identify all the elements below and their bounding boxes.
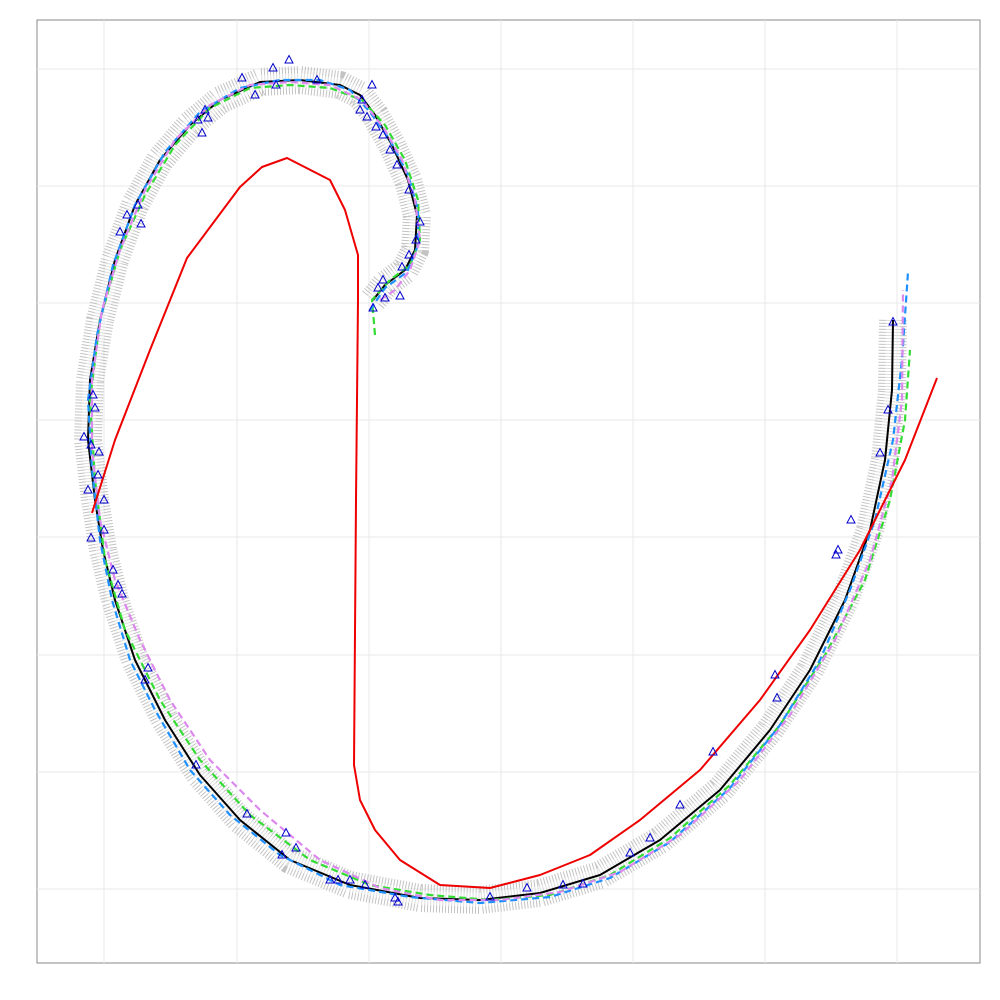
triangle-point	[312, 74, 322, 84]
triangle-point	[395, 290, 405, 300]
triangle-point	[392, 159, 402, 169]
triangle-point	[268, 62, 278, 72]
triangle-point	[136, 218, 146, 228]
triangle-point	[831, 549, 841, 559]
triangle-point	[770, 669, 780, 679]
triangle-point	[200, 104, 210, 114]
triangle-point	[284, 54, 294, 64]
triangle-point	[833, 544, 843, 554]
triangle-point	[875, 447, 885, 457]
plot-area	[36, 19, 981, 964]
triangle-point	[371, 121, 381, 131]
triangle-point	[404, 184, 414, 194]
triangle-point	[83, 484, 93, 494]
triangle-point	[411, 234, 421, 244]
triangle-point	[380, 292, 390, 302]
dashed-line	[90, 80, 905, 902]
triangle-point	[485, 891, 495, 901]
triangle-point	[122, 209, 132, 219]
triangle-point	[277, 849, 287, 859]
triangle-point	[115, 226, 125, 236]
triangle-point	[360, 879, 370, 889]
triangle-point	[281, 827, 291, 837]
triangle-point	[140, 674, 150, 684]
triangle-point	[143, 662, 153, 672]
triangle-point	[385, 144, 395, 154]
triangle-point	[373, 282, 383, 292]
triangle-point	[522, 882, 532, 892]
triangle-point	[578, 878, 588, 888]
triangle-point	[291, 842, 301, 852]
triangle-point	[99, 524, 109, 534]
triangle-point	[99, 494, 109, 504]
triangle-point	[133, 199, 143, 209]
triangle-point	[404, 249, 414, 259]
triangle-point	[242, 808, 252, 818]
line	[91, 157, 938, 889]
triangle-point	[94, 446, 104, 456]
triangle-point	[888, 316, 898, 326]
triangle-point	[86, 439, 96, 449]
triangle-point	[675, 799, 685, 809]
triangle-point	[772, 692, 782, 702]
triangle-point	[397, 261, 407, 271]
triangle-point	[271, 79, 281, 89]
dashed-line	[86, 78, 910, 905]
triangle-point	[846, 514, 856, 524]
triangle-point	[558, 879, 568, 889]
triangle-point	[86, 532, 96, 542]
triangle-point	[390, 892, 400, 902]
triangle-point	[203, 112, 213, 122]
triangle-point	[378, 129, 388, 139]
triangle-point	[367, 79, 377, 89]
triangle-point	[113, 579, 123, 589]
triangle-point	[362, 111, 372, 121]
triangle-point	[368, 302, 378, 312]
triangle-point	[237, 72, 247, 82]
triangle-point	[708, 746, 718, 756]
triangle-point	[197, 127, 207, 137]
triangle-point	[250, 89, 260, 99]
triangle-point	[345, 874, 355, 884]
triangle-point	[625, 847, 635, 857]
triangle-point	[357, 94, 367, 104]
triangle-point	[355, 104, 365, 114]
triangle-point	[88, 389, 98, 399]
triangle-point	[645, 832, 655, 842]
triangle-point	[415, 216, 425, 226]
triangle-point	[883, 404, 893, 414]
triangle-point	[325, 874, 335, 884]
triangle-point	[117, 588, 127, 598]
triangle-point	[79, 431, 89, 441]
triangle-point	[191, 759, 201, 769]
triangle-point	[193, 114, 203, 124]
triangle-point	[93, 469, 103, 479]
triangle-point	[393, 896, 403, 906]
triangle-point	[378, 274, 388, 284]
triangle-point	[333, 874, 343, 884]
triangle-point	[90, 402, 100, 412]
triangle-point	[108, 564, 118, 574]
